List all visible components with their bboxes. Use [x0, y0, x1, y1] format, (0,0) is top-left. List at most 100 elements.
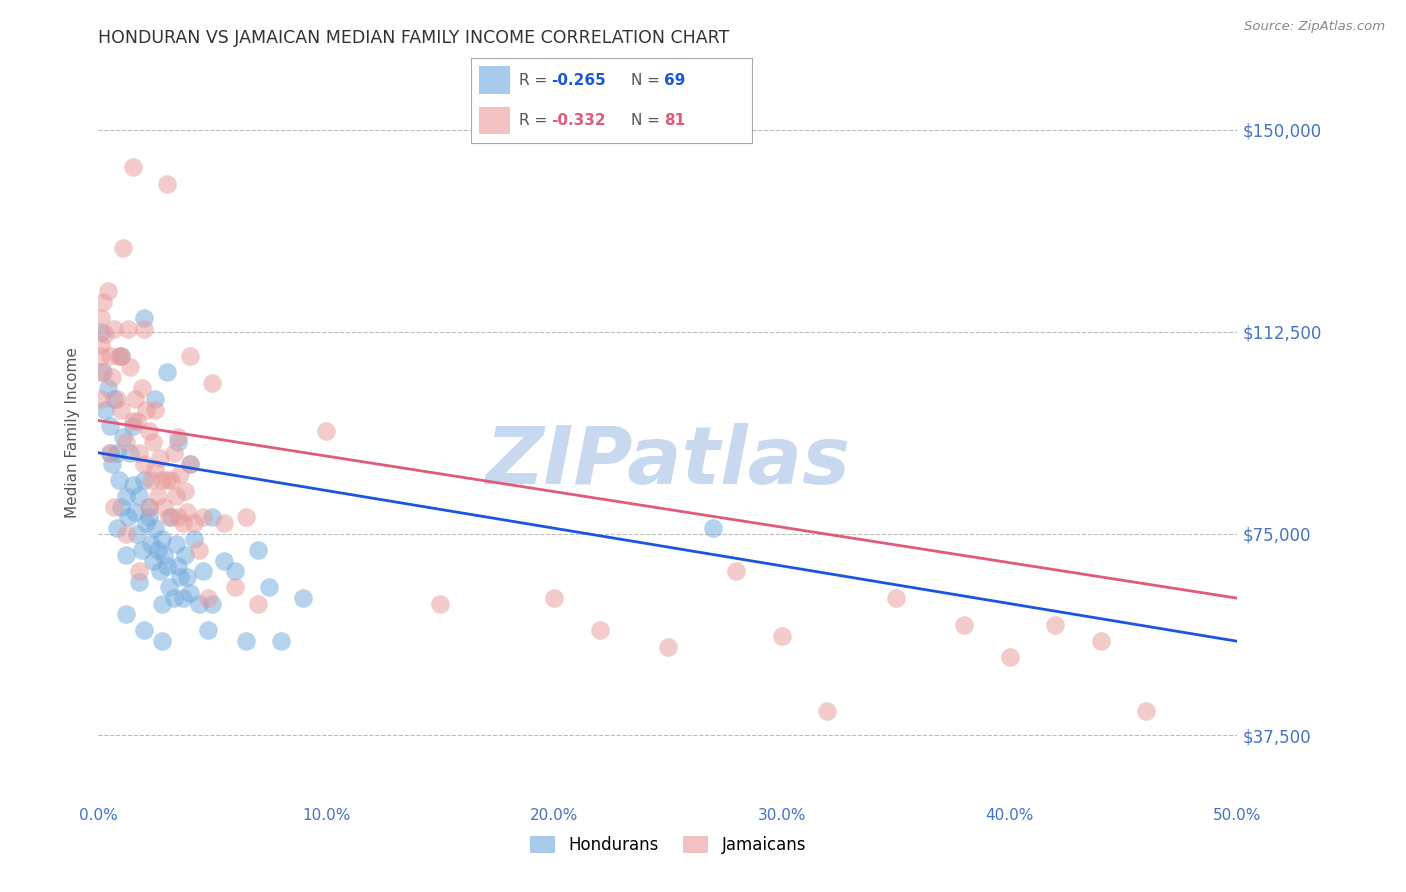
Point: [150, 597, 173, 611]
Point: [90, 311, 112, 326]
Point: [156, 558, 179, 573]
Point: [103, 500, 125, 514]
Point: [90, 338, 112, 352]
Point: [121, 418, 143, 433]
Text: Source: ZipAtlas.com: Source: ZipAtlas.com: [1244, 20, 1385, 33]
Point: [197, 591, 219, 606]
Point: [94, 327, 117, 342]
Point: [187, 597, 209, 611]
Text: HONDURAN VS JAMAICAN MEDIAN FAMILY INCOME CORRELATION CHART: HONDURAN VS JAMAICAN MEDIAN FAMILY INCOM…: [98, 29, 730, 47]
Point: [110, 500, 132, 514]
Point: [120, 446, 142, 460]
Point: [110, 402, 132, 417]
Point: [246, 542, 269, 557]
Point: [121, 413, 143, 427]
Point: [105, 521, 128, 535]
Point: [110, 349, 132, 363]
Point: [132, 624, 155, 638]
Point: [725, 564, 748, 578]
Point: [179, 457, 201, 471]
Point: [197, 624, 219, 638]
Bar: [479, 67, 510, 94]
Point: [145, 521, 167, 535]
Point: [149, 564, 172, 578]
Point: [114, 548, 136, 562]
Point: [127, 413, 149, 427]
Text: 81: 81: [664, 113, 685, 128]
Point: [169, 467, 191, 482]
Point: [108, 349, 131, 363]
Point: [94, 402, 117, 417]
Point: [201, 376, 224, 390]
Point: [142, 553, 165, 567]
Point: [145, 462, 167, 476]
Point: [153, 548, 176, 562]
Point: [127, 526, 149, 541]
Point: [138, 424, 160, 438]
Point: [157, 581, 180, 595]
Point: [124, 505, 146, 519]
Text: N =: N =: [631, 72, 665, 87]
Point: [128, 489, 150, 503]
Point: [121, 478, 143, 492]
Point: [174, 483, 197, 498]
Text: ZIPatlas: ZIPatlas: [485, 423, 851, 501]
Point: [167, 558, 190, 573]
Point: [193, 510, 215, 524]
Point: [1135, 704, 1157, 718]
Point: [953, 618, 976, 632]
Point: [1043, 618, 1066, 632]
Point: [815, 704, 838, 718]
Point: [167, 430, 190, 444]
Text: -0.265: -0.265: [551, 72, 606, 87]
Point: [114, 435, 136, 450]
Point: [172, 591, 194, 606]
Point: [1090, 634, 1112, 648]
Point: [91, 365, 114, 379]
Point: [145, 392, 167, 406]
Point: [101, 370, 124, 384]
Point: [114, 607, 136, 622]
Point: [174, 548, 197, 562]
Point: [167, 435, 190, 450]
Point: [112, 430, 135, 444]
Point: [770, 629, 793, 643]
Point: [153, 500, 176, 514]
Bar: [479, 107, 510, 134]
Point: [98, 349, 121, 363]
Point: [235, 634, 257, 648]
Text: R =: R =: [519, 72, 553, 87]
Point: [135, 516, 157, 530]
Text: -0.332: -0.332: [551, 113, 606, 128]
Point: [176, 505, 198, 519]
Point: [543, 591, 565, 606]
Point: [162, 446, 184, 460]
Text: N =: N =: [631, 113, 665, 128]
Point: [110, 349, 132, 363]
Point: [90, 365, 112, 379]
Point: [112, 241, 135, 255]
Point: [120, 359, 142, 374]
Point: [429, 597, 451, 611]
Point: [117, 322, 139, 336]
Point: [135, 402, 157, 417]
Point: [212, 553, 235, 567]
Point: [657, 640, 679, 654]
Point: [179, 457, 201, 471]
Point: [114, 526, 136, 541]
Point: [702, 521, 724, 535]
Point: [98, 418, 121, 433]
Point: [235, 510, 257, 524]
Point: [128, 564, 150, 578]
Point: [150, 532, 173, 546]
Y-axis label: Median Family Income: Median Family Income: [65, 347, 80, 518]
Point: [128, 446, 150, 460]
Point: [150, 634, 173, 648]
Point: [156, 473, 179, 487]
Point: [91, 295, 114, 310]
Point: [150, 473, 173, 487]
Point: [138, 500, 160, 514]
Point: [165, 537, 187, 551]
Point: [588, 624, 610, 638]
Point: [128, 575, 150, 590]
